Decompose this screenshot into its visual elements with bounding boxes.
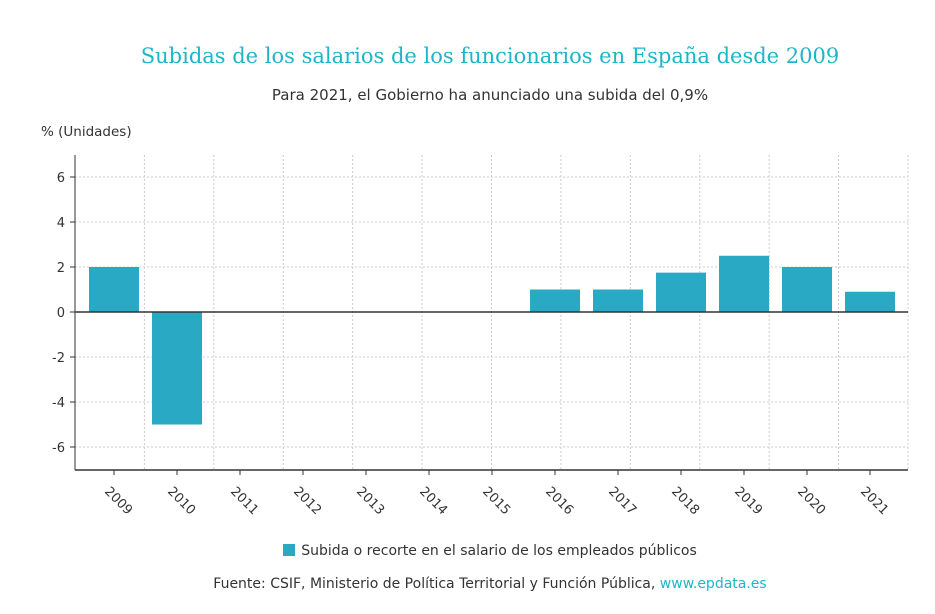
bar <box>89 267 139 312</box>
x-tick-label: 2013 <box>353 484 387 518</box>
x-tick-label: 2019 <box>731 484 765 518</box>
x-tick-label: 2011 <box>227 484 261 518</box>
bar <box>782 267 832 312</box>
bar <box>593 289 643 312</box>
x-tick-label: 2010 <box>164 484 198 518</box>
x-tick-label: 2018 <box>668 484 702 518</box>
x-tick-label: 2020 <box>794 484 828 518</box>
source: Fuente: CSIF, Ministerio de Política Ter… <box>0 576 935 592</box>
legend-swatch <box>283 544 296 556</box>
legend[interactable]: Subida o recorte en el salario de los em… <box>0 543 935 559</box>
y-tick-label: -4 <box>52 396 65 411</box>
bar <box>719 255 769 312</box>
x-tick-label: 2017 <box>605 484 639 518</box>
chart-subtitle: Para 2021, el Gobierno ha anunciado una … <box>271 86 709 104</box>
chart-title: Subidas de los salarios de los funcionar… <box>140 44 840 68</box>
x-tick-label: 2012 <box>290 484 324 518</box>
x-tick-label: 2015 <box>479 484 513 518</box>
y-tick-label: -6 <box>52 441 65 456</box>
y-tick-label: -2 <box>52 351 65 366</box>
y-tick-label: 2 <box>57 261 65 276</box>
y-tick-label: 0 <box>57 306 65 321</box>
bar <box>656 272 706 312</box>
bar <box>152 312 202 425</box>
y-tick-label: 6 <box>57 171 65 186</box>
source-text: Fuente: CSIF, Ministerio de Política Ter… <box>213 576 660 592</box>
x-tick-label: 2016 <box>542 484 576 518</box>
x-tick-label: 2009 <box>101 484 135 518</box>
y-axis-label: % (Unidades) <box>41 124 132 140</box>
y-tick-label: 4 <box>57 216 65 231</box>
bar <box>530 289 580 312</box>
source-link[interactable]: www.epdata.es <box>659 576 767 592</box>
legend-label: Subida o recorte en el salario de los em… <box>301 543 697 559</box>
bar <box>845 291 895 312</box>
x-tick-label: 2014 <box>416 484 450 518</box>
x-tick-label: 2021 <box>857 484 891 518</box>
